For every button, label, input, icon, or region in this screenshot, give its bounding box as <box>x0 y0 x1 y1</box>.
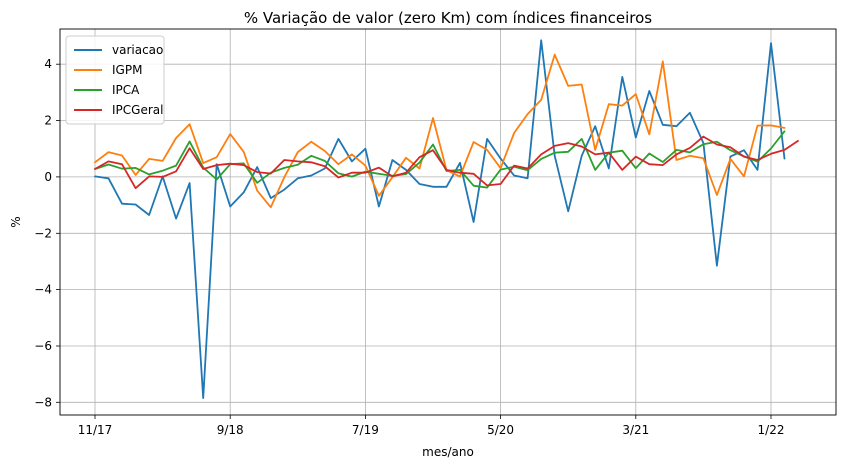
y-axis: −8 −6 −4 −2 0 2 4 <box>34 57 60 409</box>
legend-label: variacao <box>112 43 163 57</box>
series-group <box>94 39 799 400</box>
legend-label: IGPM <box>112 63 142 77</box>
chart-title: % Variação de valor (zero Km) com índice… <box>244 9 652 27</box>
y-tick-label: 4 <box>44 57 52 71</box>
x-tick-label: 5/20 <box>487 423 514 437</box>
legend-label: IPCGeral <box>112 103 163 117</box>
x-tick-label: 9/18 <box>217 423 244 437</box>
series-line-variacao <box>94 39 786 400</box>
y-tick-label: −6 <box>34 339 52 353</box>
y-tick-label: −8 <box>34 395 52 409</box>
series-line-ipcgeral <box>94 135 799 190</box>
y-tick-label: 0 <box>44 170 52 184</box>
plot-frame <box>59 28 837 416</box>
y-tick-label: −4 <box>34 283 52 297</box>
legend: variacao IGPM IPCA IPCGeral <box>65 35 165 125</box>
x-axis: 11/17 9/18 7/19 5/20 3/21 1/22 <box>78 415 785 437</box>
series-line-igpm <box>94 53 786 209</box>
x-axis-label: mes/ano <box>422 445 474 459</box>
x-tick-label: 7/19 <box>352 423 379 437</box>
y-tick-label: −2 <box>34 226 52 240</box>
series-line-ipca <box>94 130 786 189</box>
x-tick-label: 3/21 <box>622 423 649 437</box>
x-tick-label: 11/17 <box>78 423 113 437</box>
x-tick-label: 1/22 <box>758 423 785 437</box>
y-tick-label: 2 <box>44 114 52 128</box>
legend-label: IPCA <box>112 83 140 97</box>
y-axis-label: % <box>9 216 23 227</box>
legend-box <box>65 35 165 125</box>
